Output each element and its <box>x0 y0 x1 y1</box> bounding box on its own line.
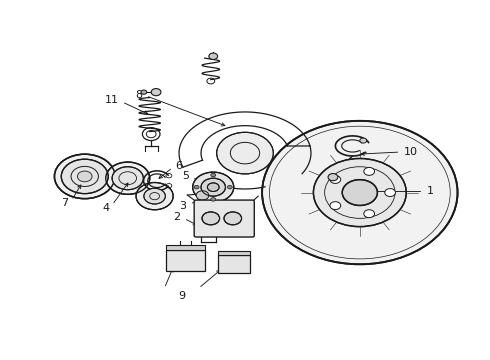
Circle shape <box>209 53 218 59</box>
Text: 10: 10 <box>404 147 418 157</box>
Circle shape <box>77 171 92 182</box>
Circle shape <box>360 138 367 143</box>
Text: 3: 3 <box>179 201 186 211</box>
Circle shape <box>330 176 341 184</box>
Text: 11: 11 <box>105 95 119 105</box>
Circle shape <box>330 202 341 210</box>
Text: 8: 8 <box>135 90 143 100</box>
Circle shape <box>217 132 273 174</box>
Circle shape <box>151 89 161 96</box>
Circle shape <box>201 178 225 196</box>
Circle shape <box>112 167 144 190</box>
Bar <box>166 250 205 271</box>
Circle shape <box>364 167 374 175</box>
Circle shape <box>211 198 216 201</box>
Circle shape <box>364 210 374 218</box>
Circle shape <box>207 183 219 192</box>
Text: 5: 5 <box>182 171 189 181</box>
Circle shape <box>61 159 108 194</box>
Text: 2: 2 <box>173 212 180 222</box>
Circle shape <box>141 90 147 94</box>
Circle shape <box>314 158 406 226</box>
Text: 6: 6 <box>175 161 183 171</box>
Text: 9: 9 <box>178 291 185 301</box>
Circle shape <box>136 183 173 210</box>
Circle shape <box>106 162 150 194</box>
Circle shape <box>262 121 458 264</box>
Bar <box>218 255 250 273</box>
Circle shape <box>342 180 377 206</box>
FancyBboxPatch shape <box>194 200 254 237</box>
Bar <box>166 245 205 250</box>
Text: 4: 4 <box>102 203 109 213</box>
Bar <box>218 251 250 255</box>
Circle shape <box>227 185 232 189</box>
Text: 7: 7 <box>61 198 68 208</box>
Circle shape <box>328 174 338 181</box>
Circle shape <box>211 173 216 177</box>
Circle shape <box>385 189 395 197</box>
Circle shape <box>224 212 242 225</box>
Circle shape <box>193 172 234 202</box>
Circle shape <box>54 154 115 199</box>
Circle shape <box>144 188 165 204</box>
Circle shape <box>196 191 209 200</box>
Circle shape <box>194 185 199 189</box>
Circle shape <box>202 212 220 225</box>
Text: 1: 1 <box>427 186 434 197</box>
